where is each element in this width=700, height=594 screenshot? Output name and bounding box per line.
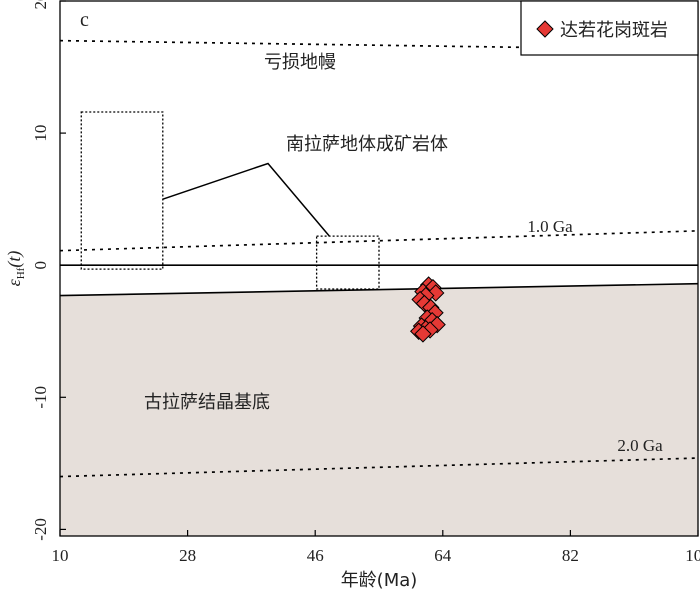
x-tick-label: 82 (562, 546, 579, 565)
y-tick-label: 20 (31, 0, 50, 10)
line-1-0-ga-label: 1.0 Ga (527, 217, 573, 236)
panel-label: c (80, 9, 89, 31)
y-axis-title-sub: Hf (15, 267, 27, 279)
y-axis-title-tail: (t) (4, 251, 25, 268)
basement-label: 古拉萨结晶基底 (144, 392, 270, 413)
x-tick-label: 100 (685, 546, 700, 565)
y-axis-title-main: ε (4, 278, 24, 286)
line-1-0-ga (59, 230, 699, 252)
x-tick-label: 46 (307, 546, 324, 565)
x-tick-label: 28 (179, 546, 196, 565)
y-tick-label: 10 (31, 125, 50, 142)
y-axis-title: εHf(t) (4, 251, 27, 287)
legend-marker-diamond-icon (536, 20, 554, 38)
depleted-mantle-line (59, 39, 699, 51)
region-leader-line (162, 162, 330, 237)
plot-frame (59, 0, 699, 537)
y-tick-label: 0 (31, 261, 50, 270)
legend-label: 达若花岗斑岩 (560, 20, 668, 41)
ore-rock-region-label: 南拉萨地体成矿岩体 (286, 134, 448, 155)
ore-rock-region-box-1 (80, 111, 164, 270)
y-tick-label: -10 (31, 386, 50, 409)
basement-region (60, 283, 698, 536)
legend: 达若花岗斑岩 (520, 0, 699, 56)
line-2-0-ga (59, 457, 699, 478)
ore-rock-region-box-2 (315, 235, 380, 290)
line-2-0-ga-label: 2.0 Ga (617, 436, 663, 455)
data-point (414, 325, 432, 343)
depleted-mantle-label: 亏损地幔 (264, 52, 336, 73)
crust-boundary-line (59, 282, 699, 297)
y-tick-label: -20 (31, 518, 50, 541)
x-tick-label: 64 (434, 546, 452, 565)
x-tick-label: 10 (52, 546, 69, 565)
x-axis-title: 年龄(Ma) (341, 570, 418, 591)
